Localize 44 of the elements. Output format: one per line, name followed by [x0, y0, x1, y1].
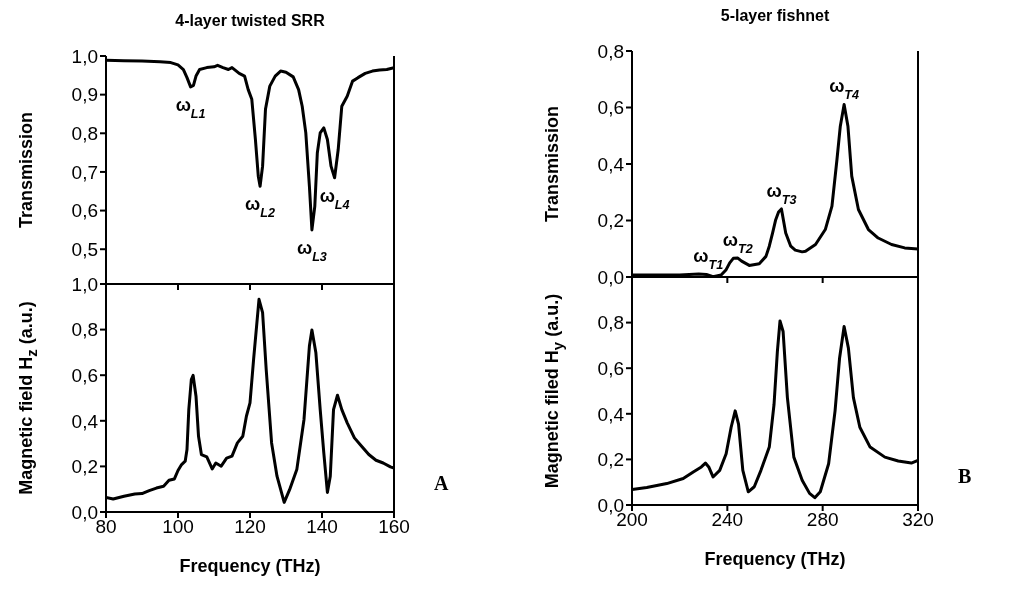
y-tick-label: 0,0: [71, 501, 98, 523]
y-tick-label: 0,2: [597, 210, 624, 232]
y-tick-label: 0,6: [597, 357, 624, 379]
y-axis-title: Transmission: [16, 111, 36, 229]
y-tick-label: 0,7: [71, 161, 98, 183]
y-tick-label: 0,4: [597, 403, 625, 425]
y-tick-label: 0,4: [71, 410, 99, 432]
x-tick-label: 320: [902, 509, 934, 531]
y-tick-label: 0,5: [71, 238, 98, 260]
y-tick-label: 0,2: [71, 456, 98, 478]
y-tick-label: 0,9: [71, 84, 98, 106]
y-tick-label: 1,0: [71, 45, 98, 67]
y-tick-label: 0,2: [597, 449, 624, 471]
y-tick-label: 0,8: [597, 312, 624, 334]
annotation: ω$_{L1}$: [175, 94, 206, 121]
annotation: ω$_{T2}$: [722, 230, 753, 257]
y-tick-label: 0,8: [71, 319, 98, 341]
x-tick-label: 120: [234, 516, 266, 538]
y-tick-label: 0,0: [597, 266, 624, 288]
chart-title: 4-layer twisted SRR: [174, 12, 326, 30]
annotation: ω$_{L3}$: [296, 237, 327, 264]
annotation: ω$_{T4}$: [829, 76, 860, 103]
y-tick-label: 0,4: [597, 153, 625, 175]
x-tick-label: 240: [711, 509, 744, 531]
x-tick-label: 280: [806, 509, 839, 531]
x-tick-label: 140: [306, 516, 338, 538]
text: A: [434, 472, 449, 495]
y-tick-label: 0,6: [71, 364, 98, 386]
y-tick-label: 0,6: [71, 200, 98, 222]
annotation: ω$_{L4}$: [319, 185, 350, 212]
text: B: [958, 465, 972, 488]
y-tick-label: 0,8: [597, 40, 624, 62]
chart-title: 5-layer fishnet: [719, 7, 831, 25]
x-axis-title: Frequency (THz): [178, 556, 322, 577]
y-tick-label: 1,0: [71, 273, 98, 295]
annotation: ω$_{T1}$: [693, 246, 724, 273]
annotation: ω$_{T3}$: [766, 180, 797, 207]
x-axis-title: Frequency (THz): [703, 549, 847, 570]
x-tick-label: 100: [162, 516, 194, 538]
x-tick-label: 160: [378, 516, 410, 538]
y-tick-label: 0,8: [71, 123, 98, 145]
y-tick-label: 0,6: [597, 97, 624, 119]
annotation: ω$_{L2}$: [245, 194, 276, 221]
y-axis-title: Transmission: [542, 105, 562, 223]
